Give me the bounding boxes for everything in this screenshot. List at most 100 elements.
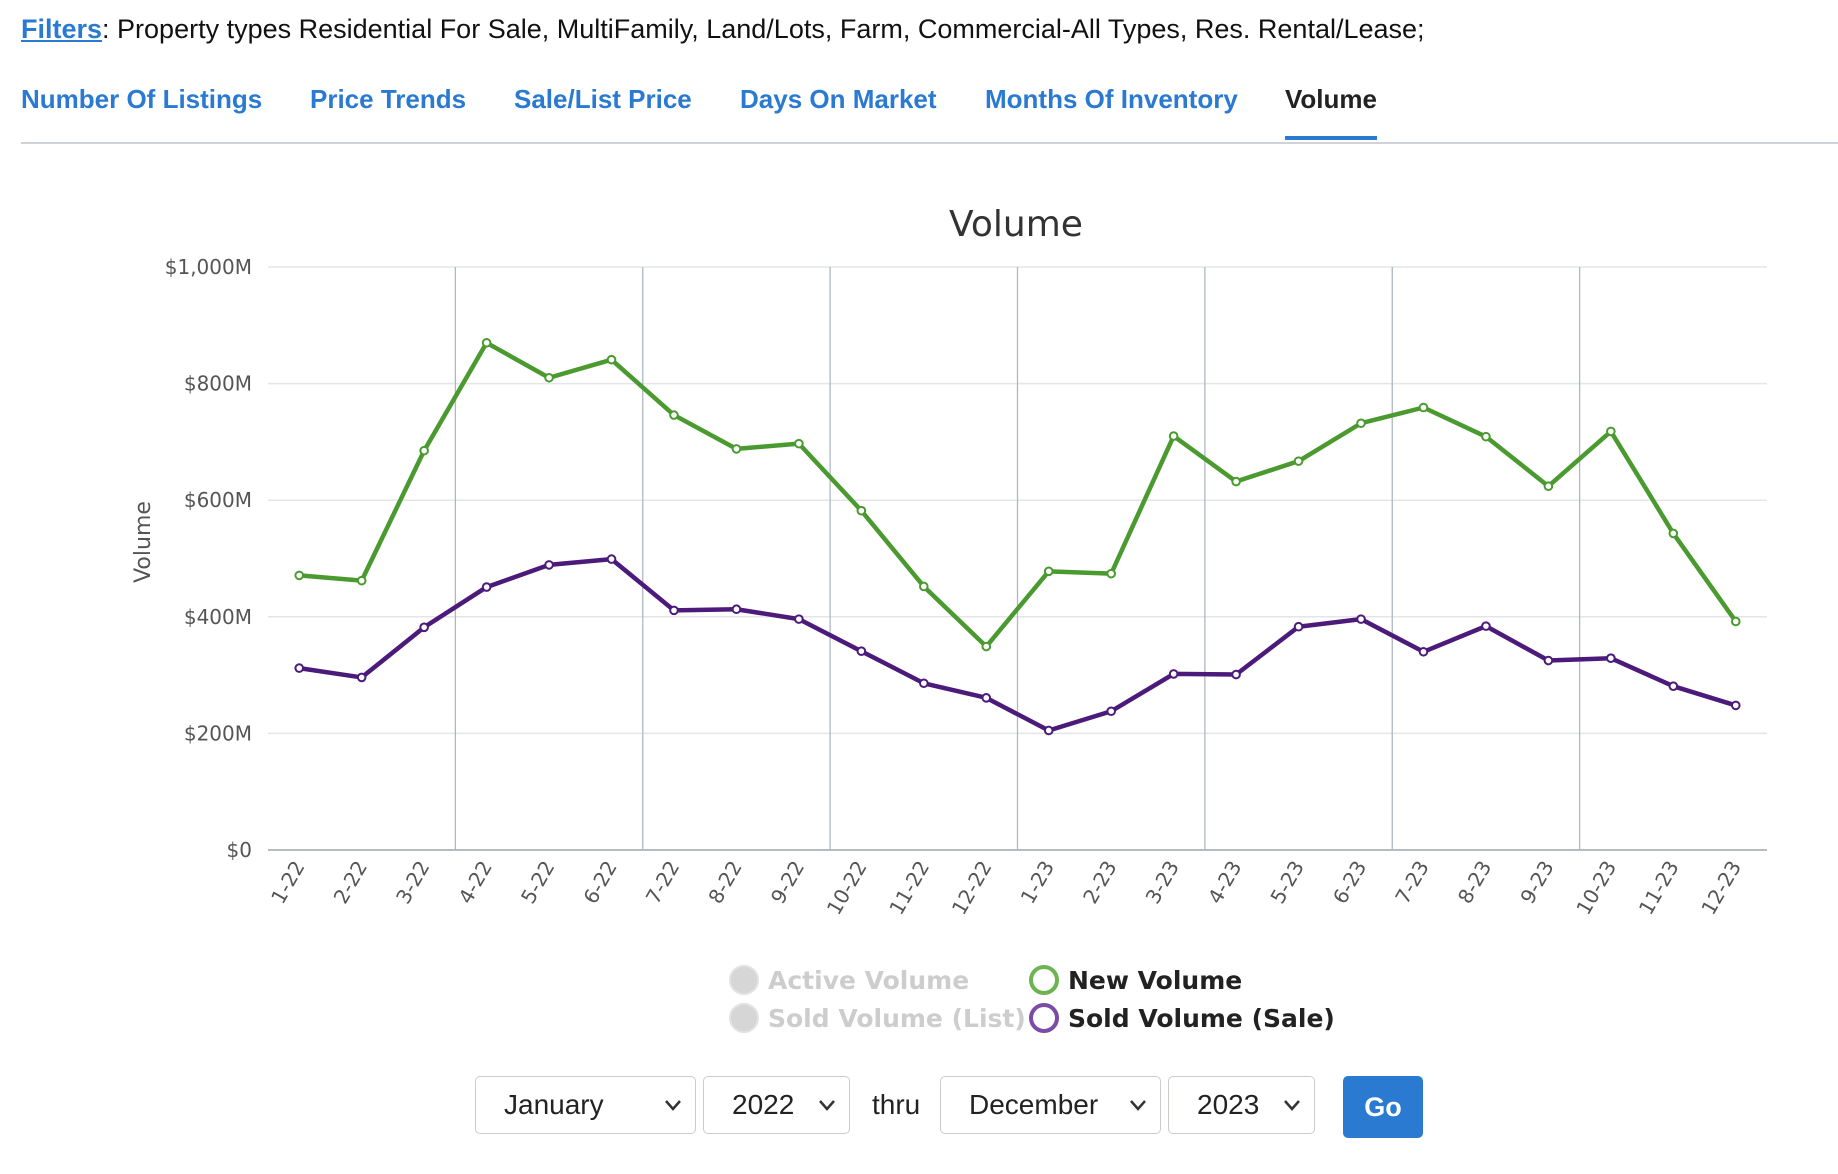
y-tick-label: $800M: [184, 372, 252, 396]
y-tick-label: $200M: [184, 721, 252, 745]
x-tick-label: 7-22: [641, 857, 684, 908]
y-tick-label: $1,000M: [165, 255, 252, 279]
end-year-value: 2023: [1197, 1089, 1260, 1120]
data-point-new-volume: [1481, 431, 1491, 442]
data-point-new-volume: [1418, 402, 1429, 413]
data-point-new-volume: [606, 354, 617, 365]
chevron-down-icon: [819, 1100, 835, 1111]
y-tick-label: $600M: [184, 488, 252, 512]
volume-chart: Volume Volume 1-22 2-22 3-22 4-22 5-22 6-22 7-…: [131, 204, 1767, 1033]
data-point-sold-volume-sale: [1543, 655, 1554, 666]
data-point-new-volume: [1106, 568, 1116, 579]
legend-marker: [729, 1003, 759, 1033]
data-point-sold-volume-sale: [856, 646, 867, 656]
data-point-new-volume: [1231, 476, 1241, 487]
end-month-select[interactable]: December: [940, 1076, 1161, 1134]
x-tick-label: 1-23: [1016, 857, 1059, 908]
x-tick-label: 2-22: [329, 857, 372, 908]
data-point-new-volume: [1606, 426, 1616, 437]
data-point-new-volume: [981, 641, 992, 652]
chart-grid: [268, 266, 1767, 851]
tab-price-trends[interactable]: Price Trends: [310, 84, 467, 114]
x-tick-label: 8-23: [1453, 857, 1496, 908]
end-month-value: December: [969, 1089, 1099, 1120]
data-point-new-volume: [419, 445, 429, 456]
data-point-new-volume: [919, 581, 929, 592]
data-point-sold-volume-sale: [1356, 614, 1366, 624]
data-point-sold-volume-sale: [1168, 669, 1179, 679]
x-tick-label: 5-22: [516, 857, 559, 908]
x-tick-label: 3-22: [391, 857, 434, 908]
series-line-new-volume: [299, 340, 1738, 649]
data-point-sold-volume-sale: [794, 614, 804, 624]
data-point-sold-volume-sale: [1106, 706, 1116, 717]
x-tick-label: 10-22: [822, 857, 872, 919]
go-button[interactable]: Go: [1343, 1076, 1423, 1138]
x-tick-label: 12-23: [1696, 857, 1746, 919]
chart-legend: Active Volume Sold Volume (List) New Volum…: [729, 965, 1335, 1033]
x-tick-label: 8-22: [703, 857, 746, 908]
filters-text: : Property types Residential For Sale, M…: [102, 14, 1425, 44]
start-year-value: 2022: [732, 1089, 795, 1120]
data-point-new-volume: [1543, 481, 1554, 492]
y-axis: $0 $200M $400M $600M $800M $1,000M: [165, 255, 252, 862]
data-point-new-volume: [1730, 616, 1741, 627]
x-tick-label: 10-23: [1571, 857, 1621, 919]
tab-volume[interactable]: Volume: [1285, 84, 1377, 140]
series-line-sold-volume-sale: [298, 556, 1737, 733]
data-point-sold-volume-sale: [356, 672, 367, 683]
legend-item-active-volume[interactable]: Active Volume: [729, 965, 969, 995]
legend-label: Sold Volume (List): [768, 1004, 1026, 1033]
tab-days-on-market[interactable]: Days On Market: [740, 84, 937, 114]
tab-number-of-listings[interactable]: Number Of Listings: [21, 84, 263, 114]
filters-summary: Filters: Property types Residential For …: [21, 14, 1425, 45]
data-point-sold-volume-sale: [669, 605, 679, 616]
y-tick-label: $0: [227, 838, 252, 862]
data-point-sold-volume-sale: [731, 604, 742, 615]
legend-item-sold-volume-list[interactable]: Sold Volume (List): [729, 1003, 1026, 1033]
data-point-sold-volume-sale: [1481, 621, 1491, 631]
legend-label: New Volume: [1068, 966, 1242, 995]
data-point-new-volume: [1293, 456, 1304, 466]
chevron-down-icon: [1284, 1100, 1300, 1111]
x-tick-label: 12-22: [947, 856, 997, 918]
x-tick-label: 4-22: [453, 857, 496, 908]
legend-marker: [1029, 965, 1059, 995]
data-point-sold-volume-sale: [919, 678, 929, 689]
chart-title: Volume: [949, 204, 1083, 245]
data-point-sold-volume-sale: [419, 622, 429, 633]
legend-marker: [1029, 1003, 1059, 1033]
x-tick-label: 6-22: [578, 857, 621, 908]
data-point-new-volume: [356, 575, 367, 586]
chevron-down-icon: [1130, 1100, 1146, 1111]
data-point-new-volume: [481, 337, 492, 348]
data-point-new-volume: [669, 410, 679, 420]
x-tick-label: 9-22: [766, 857, 809, 908]
data-point-sold-volume-sale: [1293, 621, 1304, 632]
tab-sale-list-price[interactable]: Sale/List Price: [514, 84, 692, 114]
y-axis-label: Volume: [131, 501, 156, 583]
tab-months-of-inventory[interactable]: Months Of Inventory: [985, 84, 1238, 114]
x-tick-label: 9-23: [1515, 857, 1558, 908]
legend-label: Active Volume: [768, 966, 969, 995]
legend-item-new-volume[interactable]: New Volume: [1029, 965, 1242, 995]
data-point-sold-volume-sale: [1730, 700, 1741, 711]
legend-item-sold-volume-sale[interactable]: Sold Volume (Sale): [1029, 1003, 1335, 1033]
data-point-sold-volume-sale: [606, 554, 617, 564]
end-year-select[interactable]: 2023: [1168, 1076, 1315, 1134]
y-tick-label: $400M: [184, 605, 252, 629]
filters-link[interactable]: Filters: [21, 14, 103, 44]
x-tick-label: 11-23: [1634, 857, 1684, 919]
chart-series: [294, 337, 1741, 736]
x-tick-label: 7-23: [1390, 857, 1433, 908]
x-tick-label: 2-23: [1078, 857, 1121, 908]
data-point-new-volume: [1356, 418, 1366, 429]
x-tick-label: 11-22: [884, 857, 934, 919]
data-point-new-volume: [1043, 566, 1054, 577]
thru-label: thru: [872, 1089, 921, 1120]
start-year-select[interactable]: 2022: [703, 1076, 850, 1134]
data-point-sold-volume-sale: [1043, 725, 1054, 736]
legend-label: Sold Volume (Sale): [1068, 1004, 1335, 1033]
data-point-sold-volume-sale: [1418, 646, 1429, 657]
start-month-select[interactable]: January: [475, 1076, 696, 1134]
